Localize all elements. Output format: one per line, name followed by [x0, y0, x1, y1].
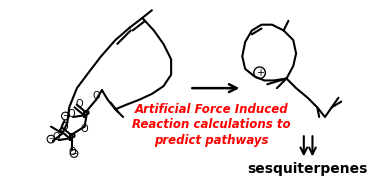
- Text: +: +: [256, 68, 263, 78]
- Text: O: O: [75, 98, 83, 109]
- Text: Artificial Force Induced: Artificial Force Induced: [135, 103, 288, 116]
- Text: −: −: [71, 150, 77, 156]
- Text: O: O: [68, 147, 76, 157]
- Text: −: −: [48, 136, 54, 142]
- Text: O: O: [53, 132, 60, 142]
- Text: −: −: [62, 113, 68, 119]
- Text: O: O: [92, 91, 100, 101]
- Text: P: P: [68, 133, 76, 143]
- Text: O: O: [67, 109, 75, 119]
- Text: predict pathways: predict pathways: [154, 134, 269, 147]
- Text: O: O: [81, 124, 88, 134]
- Text: P: P: [82, 110, 91, 120]
- Text: Reaction calculations to: Reaction calculations to: [132, 118, 291, 131]
- Text: O: O: [60, 122, 68, 132]
- Text: sesquiterpenes: sesquiterpenes: [248, 162, 368, 176]
